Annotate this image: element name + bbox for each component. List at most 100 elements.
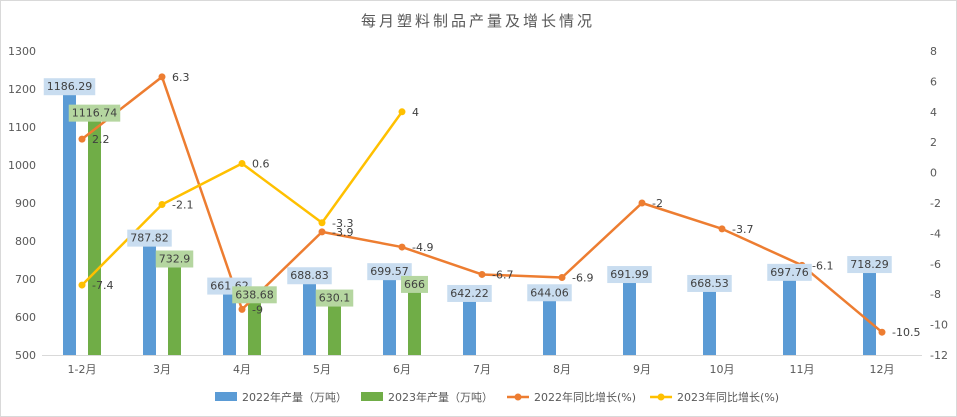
- line-point: [398, 108, 406, 116]
- axes: 500 600 700 800 900 1000 1100 1200 1300 -12 -10 -8 -…: [8, 45, 948, 376]
- y-left-tick-label: 1100: [8, 121, 36, 134]
- y-right-tick-label: -2: [930, 197, 941, 210]
- x-tick-label: 9月: [633, 363, 651, 376]
- bar-label-background: [401, 275, 428, 293]
- bar-label-background: [367, 263, 412, 281]
- chart-title: 每月塑料制品产量及增长情况: [361, 12, 595, 30]
- line-value-label: -3.7: [732, 223, 753, 236]
- bar-value-label: 644.06: [530, 286, 569, 299]
- bar: [63, 94, 76, 355]
- bar-label-background: [527, 284, 572, 302]
- legend: 2022年产量（万吨） 2023年产量（万吨） 2022年同比增长(%) 2023年同…: [215, 390, 779, 404]
- bar: [623, 282, 636, 355]
- y-left-tick-label: 700: [15, 273, 36, 286]
- y-right-tick-label: -12: [930, 349, 948, 362]
- y-right-tick-label: -6: [930, 258, 941, 271]
- line-point: [158, 201, 166, 209]
- line-value-label: -4.9: [412, 241, 433, 254]
- bar-value-label: 732.9: [159, 252, 191, 265]
- y-left-tick-label: 900: [15, 197, 36, 210]
- bar-value-label: 718.29: [850, 258, 889, 271]
- legend-label: 2023年同比增长(%): [677, 390, 779, 404]
- x-tick-label: 5月: [313, 363, 331, 376]
- line-point: [558, 273, 566, 281]
- bar: [783, 279, 796, 355]
- x-tick-label: 1-2月: [68, 363, 97, 376]
- y-right-tick-label: -10: [930, 319, 948, 332]
- y-right-tick-label: 8: [930, 45, 937, 58]
- y-right-tick-label: -8: [930, 288, 941, 301]
- y-left-tick-label: 1200: [8, 83, 36, 96]
- line-value-label: -6.7: [492, 268, 513, 281]
- legend-label: 2022年产量（万吨）: [242, 390, 347, 404]
- x-tick-label: 11月: [790, 363, 815, 376]
- line-point: [78, 135, 86, 143]
- y-right-tick-label: 2: [930, 136, 937, 149]
- bar: [143, 245, 156, 355]
- bar-value-label: 630.1: [319, 292, 351, 305]
- bars: [63, 94, 876, 356]
- bar: [463, 300, 476, 355]
- y-left-tick-label: 600: [15, 311, 36, 324]
- line-value-label: -7.4: [92, 279, 113, 292]
- bar-label-background: [687, 274, 732, 292]
- line-value-label: -6.1: [812, 259, 833, 272]
- bar-label-background: [127, 229, 172, 247]
- line-point: [238, 159, 246, 167]
- bar: [303, 283, 316, 355]
- bar-value-label: 668.53: [690, 277, 729, 290]
- line-point: [398, 243, 406, 251]
- legend-label: 2022年同比增长(%): [534, 390, 636, 404]
- legend-swatch-marker: [657, 393, 665, 401]
- legend-label: 2023年产量（万吨）: [388, 390, 493, 404]
- bar: [703, 290, 716, 355]
- bar: [383, 279, 396, 355]
- y-left-tick-label: 800: [15, 235, 36, 248]
- bar-label-background: [315, 289, 354, 307]
- line-value-label: -6.9: [572, 271, 593, 284]
- bar: [408, 291, 421, 355]
- bar: [168, 266, 181, 355]
- x-tick-label: 7月: [473, 363, 491, 376]
- bar: [543, 300, 556, 355]
- bar-label-background: [847, 256, 892, 274]
- bar-value-label: 666: [404, 278, 425, 291]
- line-point: [78, 281, 86, 289]
- line-point: [878, 328, 886, 336]
- y-left-tick-label: 1300: [8, 45, 36, 58]
- bar-value-label: 638.68: [235, 288, 274, 301]
- x-tick-label: 8月: [553, 363, 571, 376]
- x-tick-label: 6月: [393, 363, 411, 376]
- x-tick-label: 12月: [870, 363, 895, 376]
- bar-value-label: 688.83: [290, 269, 329, 282]
- bar-value-label: 697.76: [770, 266, 809, 279]
- line-value-label: -2.1: [172, 199, 193, 212]
- bar-value-label: 699.57: [370, 265, 409, 278]
- bar: [248, 302, 261, 355]
- bar-label-background: [43, 78, 96, 96]
- legend-swatch-bar: [361, 392, 383, 401]
- bar-value-label: 691.99: [610, 268, 649, 281]
- line-value-label: 2.2: [92, 133, 110, 146]
- line-value-label: 6.3: [172, 71, 190, 84]
- bar-label-background: [607, 266, 652, 284]
- line-point: [318, 228, 326, 236]
- y-left-tick-label: 500: [15, 349, 36, 362]
- line-value-label: -9: [252, 303, 263, 316]
- x-tick-label: 4月: [233, 363, 251, 376]
- bar-value-label: 1116.74: [72, 107, 118, 120]
- line-value-label: -3.3: [332, 217, 353, 230]
- legend-swatch-marker: [514, 393, 522, 401]
- y-right-tick-label: -4: [930, 227, 941, 240]
- x-tick-label: 3月: [153, 363, 171, 376]
- bar-label-background: [447, 284, 492, 302]
- bar: [863, 272, 876, 355]
- x-tick-label: 10月: [710, 363, 735, 376]
- bar: [223, 293, 236, 355]
- line-point: [318, 219, 326, 227]
- y-right-tick-label: 4: [930, 106, 937, 119]
- line-value-label: -3.9: [332, 226, 353, 239]
- bar-value-label: 1186.29: [47, 80, 93, 93]
